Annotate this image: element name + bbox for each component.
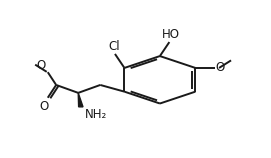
Text: O: O	[37, 59, 46, 72]
Text: Cl: Cl	[108, 40, 120, 53]
Text: O: O	[40, 100, 49, 112]
Text: O: O	[216, 61, 225, 74]
Text: NH₂: NH₂	[85, 108, 107, 121]
Text: HO: HO	[162, 28, 179, 41]
Polygon shape	[78, 93, 83, 107]
